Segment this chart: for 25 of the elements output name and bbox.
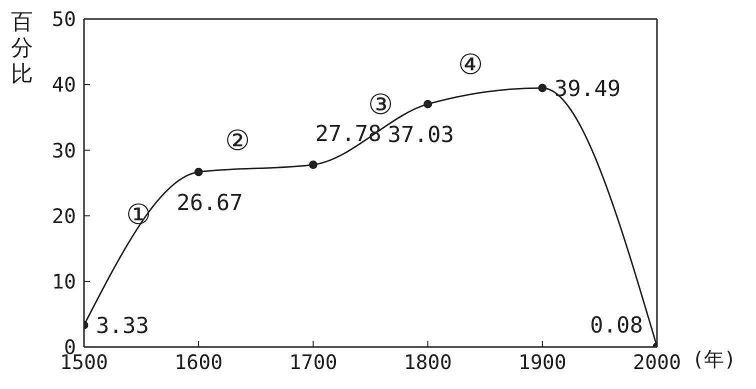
data-label: 39.49 bbox=[554, 76, 621, 102]
x-tick-label: 1800 bbox=[404, 350, 452, 374]
x-axis-title: (年) bbox=[692, 346, 736, 373]
point bbox=[194, 168, 203, 176]
point bbox=[538, 84, 547, 92]
data-label: 0.08 bbox=[590, 313, 643, 338]
data-label: 3.33 bbox=[96, 314, 149, 340]
y-axis-title: 百分比 bbox=[10, 10, 34, 88]
point bbox=[424, 100, 432, 108]
annotation: ② bbox=[225, 124, 250, 157]
y-tick-label: 40 bbox=[52, 72, 76, 97]
annotation: ③ bbox=[368, 88, 393, 121]
x-tick-label: 2000 bbox=[632, 350, 682, 374]
y-tick-label: 10 bbox=[52, 270, 76, 294]
x-tick-label: 1600 bbox=[174, 350, 223, 374]
annotation: ④ bbox=[458, 48, 483, 81]
point bbox=[308, 160, 318, 170]
y-tick-label: 20 bbox=[52, 204, 76, 228]
data-label: 37.03 bbox=[388, 123, 454, 148]
y-tick-label: 50 bbox=[52, 7, 76, 32]
x-tick-label: 1700 bbox=[289, 350, 338, 374]
y-tick-label: 30 bbox=[52, 138, 76, 162]
annotation: ① bbox=[126, 198, 151, 231]
x-tick-label: 1900 bbox=[518, 350, 566, 374]
data-label: 26.67 bbox=[176, 191, 243, 216]
